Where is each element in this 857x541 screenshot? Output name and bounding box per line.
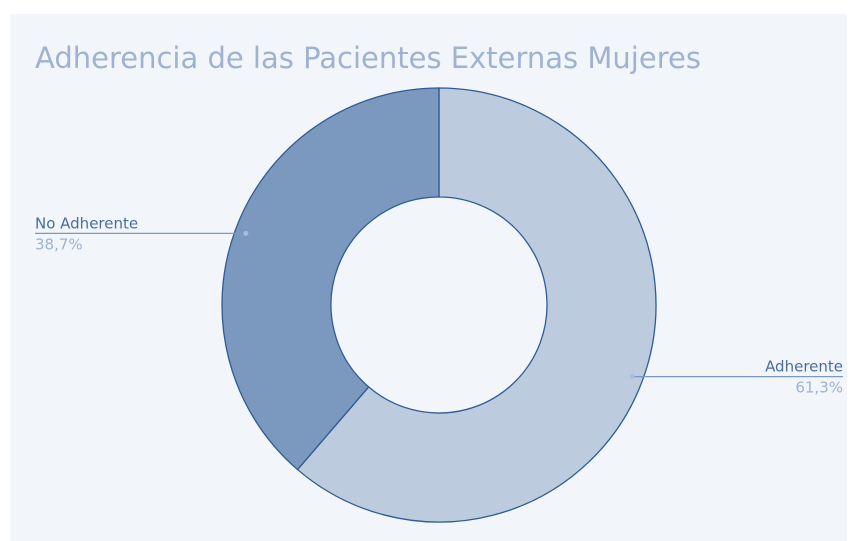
donut-slice bbox=[221, 87, 440, 471]
slice-value-label: 38,7% bbox=[35, 235, 83, 253]
slice-value-label: 61,3% bbox=[795, 379, 843, 397]
donut-slice bbox=[296, 87, 657, 523]
leader-dot bbox=[629, 374, 635, 380]
chart-title: Adherencia de las Pacientes Externas Muj… bbox=[35, 41, 701, 75]
slice-label: Adherente bbox=[765, 358, 843, 376]
slice-label: No Adherente bbox=[35, 214, 138, 232]
leader-dot bbox=[243, 230, 249, 236]
